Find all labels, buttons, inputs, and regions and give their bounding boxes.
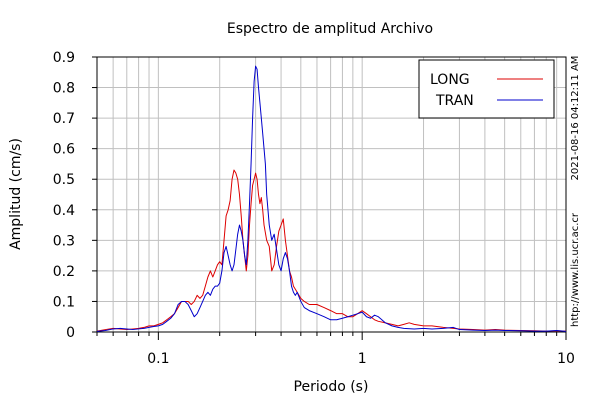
source-url-label: http://www.lis.ucr.ac.cr xyxy=(570,212,581,327)
legend-entries: LONG TRAN xyxy=(430,72,543,109)
legend-label-tran: TRAN xyxy=(435,93,474,109)
y-tick-label: 0.5 xyxy=(53,172,75,188)
y-tick-label: 0.2 xyxy=(53,264,75,280)
timestamp-label: 2021-08-16 04:12:11 AM xyxy=(570,56,581,181)
tick-labels: 0 0.1 0.2 0.3 0.4 0.5 0.6 0.7 0.8 0.9 0.1 1 10 xyxy=(53,50,575,367)
chart-title: Espectro de amplitud Archivo xyxy=(227,21,433,37)
legend-label-long: LONG xyxy=(430,72,470,88)
legend: LONG TRAN xyxy=(418,59,555,119)
y-tick-label: 0 xyxy=(66,325,75,341)
series-tran-line xyxy=(96,65,567,332)
x-tick-label: 1 xyxy=(358,351,367,367)
legend-box xyxy=(418,59,555,119)
axis-ticks xyxy=(92,56,567,340)
x-tick-label: 10 xyxy=(557,351,575,367)
y-tick-label: 0.9 xyxy=(53,50,75,66)
plot-frame xyxy=(96,56,567,333)
x-tick-label: 0.1 xyxy=(147,351,169,367)
y-tick-label: 0.1 xyxy=(53,294,75,310)
series-lines xyxy=(96,65,567,332)
y-tick-label: 0.4 xyxy=(53,203,75,219)
x-axis-label: Periodo (s) xyxy=(294,379,369,395)
y-tick-label: 0.3 xyxy=(53,233,75,249)
y-tick-label: 0.7 xyxy=(53,111,75,127)
y-tick-label: 0.8 xyxy=(53,81,75,97)
y-tick-label: 0.6 xyxy=(53,142,75,158)
series-long-line xyxy=(96,169,567,332)
y-axis-label: Amplitud (cm/s) xyxy=(8,138,24,250)
